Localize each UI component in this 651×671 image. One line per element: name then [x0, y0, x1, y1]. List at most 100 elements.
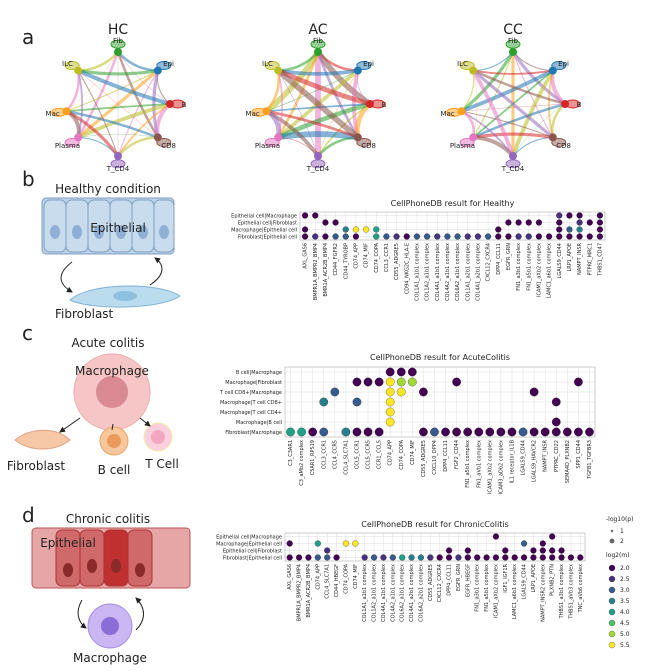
dot	[312, 233, 319, 240]
network-title: HC	[108, 22, 129, 38]
dot	[393, 233, 400, 240]
dot	[549, 554, 556, 561]
dot	[407, 377, 417, 387]
dot	[352, 377, 362, 387]
column-label: CCL4_CCR5	[332, 440, 338, 469]
node-label: T_CD4	[501, 165, 525, 173]
dot	[474, 233, 482, 240]
dot	[403, 233, 410, 240]
column-label: DPP4_CCL11	[443, 440, 449, 472]
dot	[417, 554, 425, 561]
column-label: CD74_COPA	[374, 242, 380, 272]
legend-size	[610, 529, 614, 533]
dotplot-title: CellPhoneDB result for Healthy	[391, 199, 515, 208]
dot	[322, 233, 329, 240]
column-label: CD44_FGFR2	[333, 243, 339, 276]
row-label: Macrophage|Epithelial cell	[231, 227, 297, 233]
cell-label: Fibroblast	[7, 459, 66, 473]
dot	[314, 554, 321, 561]
row-label: Epithelial cell|Fibroblast	[223, 548, 282, 554]
legend-label: 4.0	[620, 609, 630, 616]
column-label: CD74_APP	[315, 564, 321, 590]
edge	[77, 102, 171, 140]
node-label: B	[182, 101, 187, 109]
dot	[558, 554, 565, 561]
dot	[286, 554, 293, 561]
dot	[322, 219, 329, 226]
column-label: THBS1_a3b1 complex	[559, 564, 565, 619]
node-label: Plasma	[55, 142, 80, 150]
dot	[551, 417, 561, 427]
cell-label: Epithelial	[40, 536, 96, 550]
row-label: Epithelial cell|Macrophage	[231, 213, 297, 219]
dot	[341, 427, 351, 437]
dot	[319, 397, 329, 407]
edge	[77, 68, 171, 106]
node	[166, 100, 174, 108]
dot	[308, 427, 318, 437]
edge	[472, 70, 478, 138]
dot	[539, 547, 546, 554]
dot	[385, 377, 395, 387]
node-label: Mac	[441, 110, 455, 118]
legend-label: 2.5	[620, 576, 630, 583]
dot	[385, 417, 395, 427]
dot	[495, 233, 502, 240]
edge	[511, 69, 555, 157]
node-label: Epi	[163, 60, 174, 68]
node	[262, 107, 271, 116]
dot	[352, 397, 362, 407]
column-label: LAMC1_a6b1 complex	[512, 564, 518, 619]
dot	[342, 233, 349, 240]
node-label: Epi	[363, 60, 374, 68]
column-label: COL6A2_a1b1 complex	[400, 564, 406, 622]
cell-label: B cell	[98, 463, 131, 477]
column-label: COL4A1_a1b1 complex	[435, 243, 441, 301]
dot	[370, 554, 378, 561]
dot	[540, 427, 550, 437]
row-label: Epithelial cell|Macrophage	[216, 534, 282, 540]
legend-color	[608, 586, 616, 594]
column-label: TGFB1_TGFBR3	[587, 440, 593, 480]
dot	[576, 219, 583, 226]
edge	[551, 103, 566, 138]
row-label: Macrophage|T cell CD4+	[220, 410, 282, 416]
cell-label: Macrophage	[75, 364, 149, 378]
dot	[535, 219, 543, 226]
legend-label: 5.0	[620, 631, 630, 638]
node	[469, 133, 478, 142]
column-label: LAMC1_a6b1 complex	[547, 243, 553, 298]
node	[457, 107, 466, 116]
network-edges	[65, 51, 172, 157]
dot	[445, 547, 453, 554]
node-label: Fib	[313, 37, 323, 45]
dot	[436, 554, 443, 561]
dot	[452, 427, 461, 437]
column-label: COL1A1_a1b1 complex	[362, 564, 368, 622]
column-label: CD94_NKG2C_HLA-E	[404, 243, 410, 294]
dot	[374, 377, 384, 387]
dot	[455, 554, 462, 561]
legend-label: 1	[620, 528, 624, 535]
dot	[549, 547, 556, 554]
column-label: THBS1_aVb3 complex	[568, 564, 574, 620]
column-label: PLXNB2_PTN	[550, 564, 556, 596]
legend-size	[609, 538, 615, 544]
column-label: DPP4_CCL11	[447, 564, 453, 596]
row-label: T cell CD8+|Macrophage	[219, 390, 282, 396]
edge	[461, 103, 566, 112]
dot	[566, 212, 573, 219]
dot	[586, 233, 593, 240]
edge	[460, 110, 475, 138]
dot	[301, 226, 309, 233]
dot	[383, 233, 390, 240]
dot	[413, 233, 421, 240]
dot	[427, 554, 434, 561]
edge	[512, 51, 554, 138]
column-label: COL4A1_a1b1 complex	[381, 564, 387, 622]
dot	[585, 427, 594, 437]
dot	[373, 226, 380, 233]
column-label: FN1_aVb1 complex	[476, 440, 482, 488]
dot	[586, 219, 593, 226]
column-label: FN1_a3b1 complex	[516, 243, 522, 291]
